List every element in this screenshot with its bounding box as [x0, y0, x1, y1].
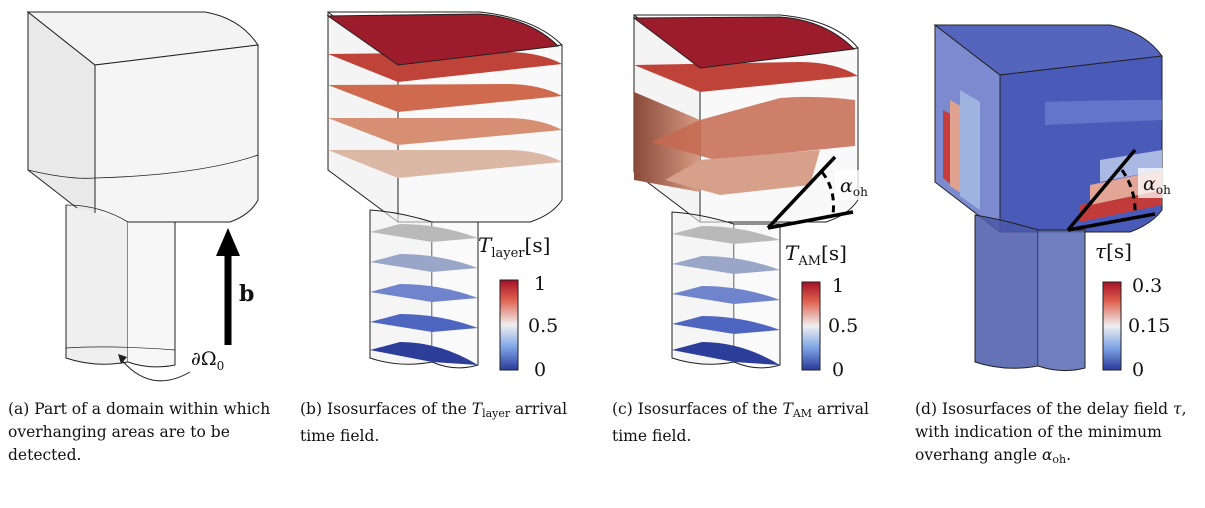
colorbar-b-tick-min: 0: [534, 359, 546, 381]
colorbar-d-tick-max: 0.3: [1132, 275, 1162, 297]
caption-d: (d) Isosurfaces of the delay field τ, wi…: [915, 400, 1187, 466]
colorbar-c-tick-max: 1: [832, 275, 844, 297]
colorbar-c-tick-mid: 0.5: [828, 315, 858, 337]
panel-d-geometry: [933, 23, 1190, 372]
isosurface-c-col-1: [672, 226, 780, 244]
caption-a: (a) Part of a domain within which overha…: [8, 400, 271, 464]
build-direction-label: b: [239, 281, 254, 307]
isosurface-b-3: [328, 84, 562, 112]
colorbar-c-title: TAM[s]: [785, 241, 847, 269]
colorbar-d-tick-min: 0: [1132, 359, 1144, 381]
caption-b: (b) Isosurfaces of the Tlayer arrival ti…: [300, 400, 568, 445]
isosurface-c-col-5: [672, 342, 780, 365]
isosurface-c-col-3: [672, 286, 780, 304]
isosurface-c-col-2: [672, 256, 780, 274]
isosurface-b-col-5: [370, 342, 478, 365]
boundary-label: ∂Ω0: [191, 348, 224, 373]
isosurface-b-2: [328, 52, 562, 82]
isosurface-b-col-3: [370, 284, 478, 302]
colorbar-c-tick-min: 0: [832, 359, 844, 381]
colorbar-b-title: Tlayer[s]: [478, 233, 550, 261]
isosurface-b-4: [328, 118, 562, 145]
colorbar-b: [499, 279, 519, 371]
angle-label-d: αoh: [1143, 173, 1171, 197]
panel-a-geometry: [26, 10, 259, 382]
step-c-3: [652, 96, 855, 160]
figure-panels: b ∂Ω0 Tlayer[s] 1 0.5 0: [26, 10, 1190, 382]
panel-c-geometry: [632, 13, 885, 369]
colorbar-b-tick-max: 1: [534, 273, 546, 295]
colorbar-b-tick-mid: 0.5: [528, 315, 558, 337]
isosurface-b-col-4: [370, 314, 478, 332]
panel-b-geometry: [326, 10, 563, 369]
isosurface-b-col-1: [370, 224, 478, 242]
isosurface-b-5: [328, 150, 562, 178]
colorbar-d-title: τ[s]: [1095, 239, 1132, 263]
isosurface-c-col-4: [672, 316, 780, 334]
angle-label-c: αoh: [840, 175, 868, 199]
step-c-4: [665, 150, 820, 195]
colorbar-d: [1102, 281, 1122, 371]
isosurface-b-1: [326, 13, 560, 66]
isosurface-b-col-2: [370, 254, 478, 272]
colorbar-d-tick-mid: 0.15: [1128, 315, 1170, 337]
colorbar-c: [801, 281, 821, 371]
caption-c: (c) Isosurfaces of the TAM arrival time …: [612, 400, 869, 445]
isosurface-c-1: [632, 16, 856, 69]
isosurface-c-2: [634, 62, 858, 92]
